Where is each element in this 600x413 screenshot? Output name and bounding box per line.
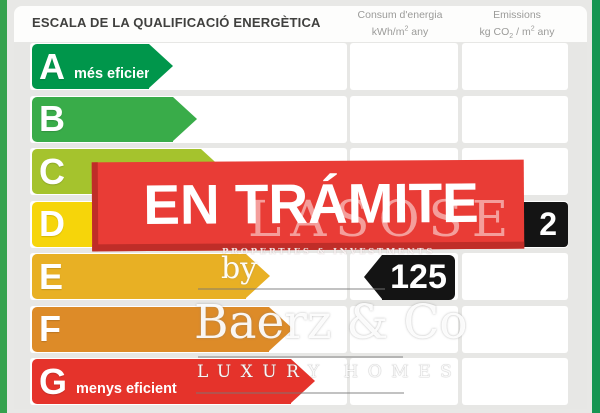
consum-cell-b [350,95,458,143]
right-green-bar [592,0,600,413]
emissions-cell-f [462,305,568,353]
rating-letter: A [39,45,65,87]
rating-letter: E [39,255,64,297]
emissions-column-header: Emissions kg CO2 / m2 any [460,8,574,44]
rating-label: més eficient [74,65,158,82]
rating-row-f: F [0,305,600,354]
emissions-unit: kg CO2 / m2 any [479,25,555,40]
arrow-tip-icon [173,96,197,141]
arrow-tip-icon [149,44,173,88]
arrow-tip-icon [291,359,315,403]
rating-letter: B [39,98,65,139]
rating-arrow-e: E [32,254,270,299]
page-title: ESCALA DE LA QUALIFICACIÓ ENERGÈTICA [32,15,321,30]
arrow-tip-icon [246,254,270,298]
consum-value-tag: 125 [364,255,455,300]
emissions-cell-e [462,253,568,300]
banner-text: EN TRÁMITE [143,170,479,236]
tag-left-arrow-icon [364,255,382,299]
consum-label: Consum d'energia [357,9,443,21]
rating-letter: C [39,150,65,192]
rating-letter: D [39,203,65,244]
consum-cell-f [350,305,458,353]
emissions-cell-a [462,43,568,90]
arrow-tip-icon [269,306,293,351]
rating-row-e: E [0,253,600,301]
emissions-label: Emissions [493,9,541,21]
emissions-cell-b [462,95,568,143]
rating-arrow-f: F [32,306,293,352]
consum-unit: kWh/m2 any [371,25,429,38]
rating-label: menys eficient [76,380,177,397]
rating-letter: G [39,360,68,402]
consum-column-header: Consum d'energia kWh/m2 any [340,8,460,39]
emissions-cell-g [462,358,568,405]
en-tramite-banner: EN TRÁMITE [91,159,525,252]
consum-cell-a [350,43,458,90]
rating-row-b: B [0,95,600,144]
rating-letter: F [39,308,61,349]
consum-cell-g [350,358,458,405]
emissions-value: 2 [539,206,557,242]
left-green-bar [0,0,7,413]
rating-arrow-b: B [32,96,197,142]
consum-value: 125 [382,255,455,300]
